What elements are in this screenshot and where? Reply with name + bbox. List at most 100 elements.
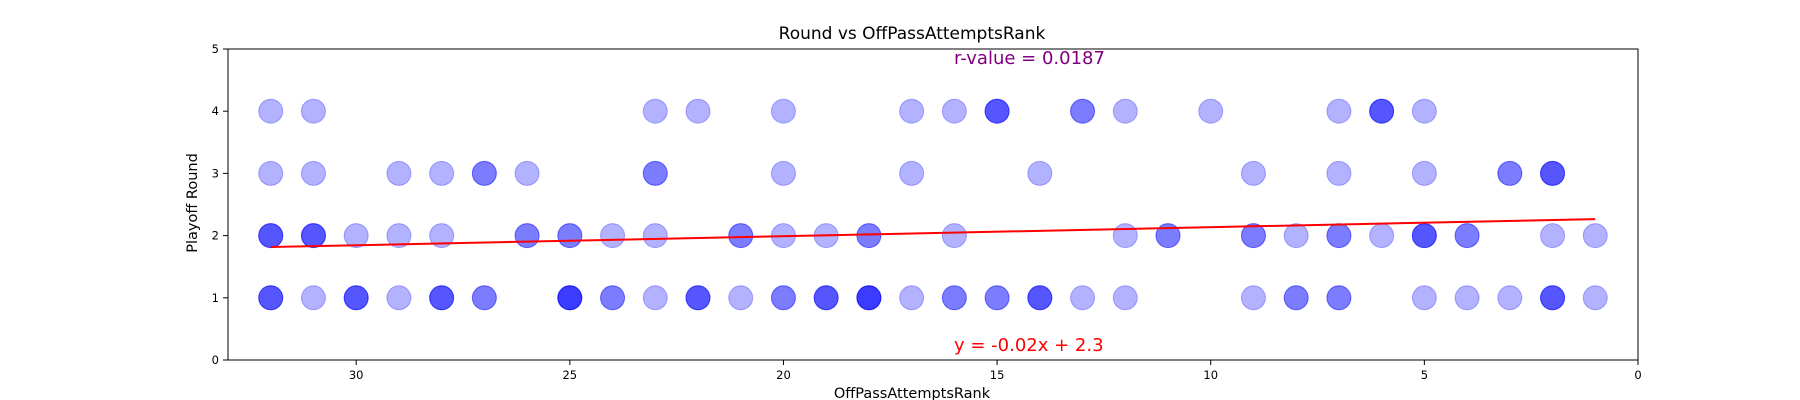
scatter-point — [1241, 161, 1265, 185]
scatter-point — [771, 161, 795, 185]
chart-title: Round vs OffPassAttemptsRank — [779, 24, 1046, 44]
scatter-point — [387, 286, 411, 310]
scatter-point — [643, 286, 667, 310]
scatter-point — [1498, 286, 1522, 310]
regression-equation: y = -0.02x + 2.3 — [954, 335, 1104, 356]
scatter-point — [1583, 224, 1607, 248]
scatter-point — [985, 99, 1009, 123]
points-layer — [259, 99, 1608, 310]
scatter-point — [1284, 224, 1308, 248]
regression-line — [271, 219, 1596, 247]
scatter-point — [1327, 286, 1351, 310]
scatter-point — [259, 286, 283, 310]
scatter-point — [729, 224, 753, 248]
scatter-point — [1113, 224, 1137, 248]
scatter-point — [857, 286, 881, 310]
scatter-point — [900, 99, 924, 123]
scatter-point — [515, 161, 539, 185]
scatter-point — [900, 161, 924, 185]
scatter-point — [259, 224, 283, 248]
scatter-point — [1370, 224, 1394, 248]
scatter-point — [1071, 286, 1095, 310]
scatter-point — [430, 161, 454, 185]
x-tick-label: 0 — [1634, 368, 1641, 382]
scatter-point — [900, 286, 924, 310]
scatter-point — [1541, 224, 1565, 248]
scatter-point — [1071, 99, 1095, 123]
scatter-point — [1541, 161, 1565, 185]
scatter-point — [1028, 161, 1052, 185]
scatter-point — [1028, 286, 1052, 310]
y-tick-label: 4 — [212, 104, 219, 118]
x-axis-label: OffPassAttemptsRank — [834, 386, 991, 400]
regression-layer — [271, 219, 1596, 247]
x-tick-label: 10 — [1203, 368, 1218, 382]
scatter-point — [344, 224, 368, 248]
scatter-point — [1370, 99, 1394, 123]
scatter-point — [857, 224, 881, 248]
scatter-point — [942, 99, 966, 123]
ticks-layer: 30 25 20 15 10 5 0 0 1 2 3 4 5 — [212, 42, 1642, 382]
scatter-point — [1455, 224, 1479, 248]
scatter-point — [771, 286, 795, 310]
y-tick-label: 5 — [212, 42, 219, 56]
x-tick-label: 15 — [990, 368, 1005, 382]
scatter-point — [259, 161, 283, 185]
scatter-point — [1412, 224, 1436, 248]
scatter-point — [601, 224, 625, 248]
scatter-point — [1199, 99, 1223, 123]
scatter-point — [301, 224, 325, 248]
scatter-point — [301, 286, 325, 310]
x-tick-label: 5 — [1421, 368, 1428, 382]
scatter-point — [1412, 161, 1436, 185]
scatter-point — [1241, 286, 1265, 310]
scatter-point — [1327, 224, 1351, 248]
scatter-point — [301, 161, 325, 185]
scatter-point — [1327, 161, 1351, 185]
scatter-point — [1541, 286, 1565, 310]
scatter-point — [558, 224, 582, 248]
scatter-point — [558, 286, 582, 310]
scatter-point — [686, 286, 710, 310]
scatter-point — [1412, 286, 1436, 310]
scatter-point — [942, 286, 966, 310]
scatter-point — [472, 161, 496, 185]
scatter-point — [1113, 286, 1137, 310]
scatter-point — [729, 286, 753, 310]
scatter-point — [301, 99, 325, 123]
scatter-point — [771, 99, 795, 123]
y-tick-label: 3 — [212, 166, 219, 180]
scatter-point — [387, 161, 411, 185]
scatter-point — [1455, 286, 1479, 310]
scatter-point — [472, 286, 496, 310]
r-value-annotation: r-value = 0.0187 — [954, 48, 1105, 69]
scatter-point — [985, 286, 1009, 310]
scatter-point — [515, 224, 539, 248]
scatter-point — [814, 286, 838, 310]
x-tick-label: 30 — [349, 368, 364, 382]
scatter-point — [1327, 99, 1351, 123]
y-axis-label: Playoff Round — [185, 153, 201, 253]
scatter-point — [1284, 286, 1308, 310]
scatter-point — [259, 99, 283, 123]
scatter-point — [1412, 99, 1436, 123]
scatter-point — [1498, 161, 1522, 185]
scatter-point — [643, 99, 667, 123]
plot-frame — [228, 49, 1638, 360]
scatter-point — [643, 224, 667, 248]
scatter-point — [344, 286, 368, 310]
y-tick-label: 0 — [212, 353, 219, 367]
scatter-point — [430, 286, 454, 310]
x-tick-label: 20 — [776, 368, 791, 382]
scatter-point — [643, 161, 667, 185]
scatter-point — [1583, 286, 1607, 310]
y-tick-label: 2 — [212, 229, 219, 243]
scatter-point — [686, 99, 710, 123]
scatter-point — [601, 286, 625, 310]
scatter-point — [1113, 99, 1137, 123]
x-tick-label: 25 — [562, 368, 577, 382]
y-tick-label: 1 — [212, 291, 219, 305]
scatter-point — [942, 224, 966, 248]
